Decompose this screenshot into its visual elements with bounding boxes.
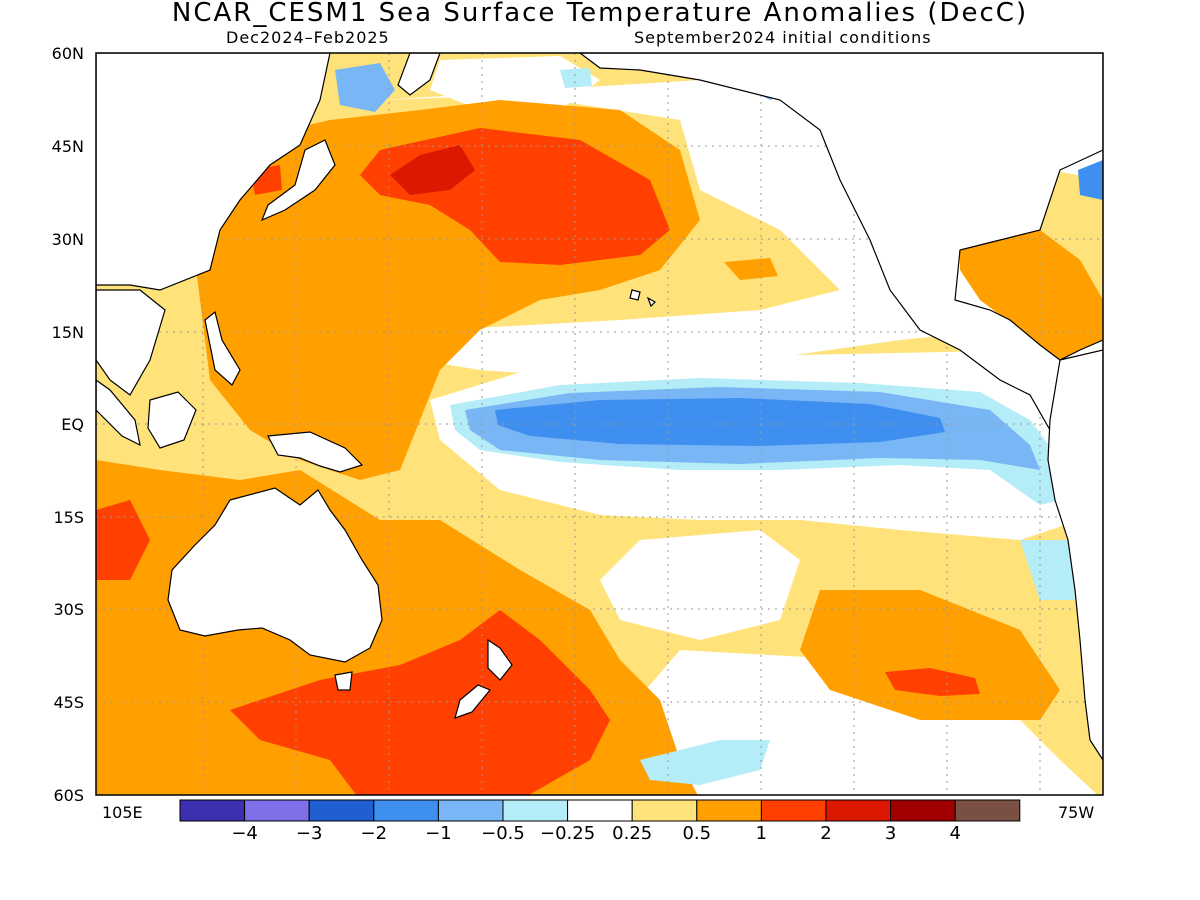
colorbar-swatch [696,799,762,822]
lat-label-45n: 45N [51,137,84,156]
colorbar-swatch [244,799,310,822]
colorbar-swatch [567,799,633,822]
colorbar-tick-label: 3 [884,823,897,844]
colorbar [179,799,1021,822]
colorbar-tick-label: −0.5 [481,823,525,844]
colorbar-tick-label: 0.5 [682,823,712,844]
lat-label-45s: 45S [53,693,84,712]
colorbar-tick-label: 0.25 [612,823,653,844]
colorbar-swatch [308,799,375,822]
lat-label-30n: 30N [51,230,84,249]
colorbar-swatch [825,799,892,822]
grid-lines [96,53,1103,795]
colorbar-swatch [631,799,698,822]
colorbar-tick-label: 2 [820,823,832,844]
colorbar-tick-label: 1 [755,823,768,844]
lat-label-15n: 15N [51,323,84,342]
colorbar-tick-label: 4 [949,823,961,844]
colorbar-swatch [502,799,569,822]
lat-label-60s: 60S [53,786,84,805]
map-title: NCAR_CESM1 Sea Surface Temperature Anoma… [171,0,1029,28]
landmasses [96,53,1103,762]
colorbar-tick-label: −1 [425,823,452,844]
lon-label-75w: 75W [1058,803,1095,822]
map-frame [95,52,1104,796]
colorbar-tick-label: −0.25 [540,823,596,844]
colorbar-tick-label: −2 [360,823,388,844]
colorbar-tick-label: −3 [295,823,323,844]
lat-label-eq: EQ [61,415,84,434]
colorbar-swatch [954,799,1021,822]
colorbar-swatch [437,799,504,822]
colorbar-swatch [760,799,827,822]
colorbar-tick-label: −4 [231,823,258,844]
lat-label-60n: 60N [51,44,84,63]
initial-conditions: September2024 initial conditions [634,28,932,47]
colorbar-swatch [373,799,439,822]
forecast-period: Dec2024–Feb2025 [226,28,390,47]
lat-label-30s: 30S [53,600,84,619]
lon-label-105e: 105E [102,803,143,822]
lat-label-15s: 15S [53,508,84,527]
colorbar-swatch [179,799,246,822]
colorbar-swatch [890,799,956,822]
